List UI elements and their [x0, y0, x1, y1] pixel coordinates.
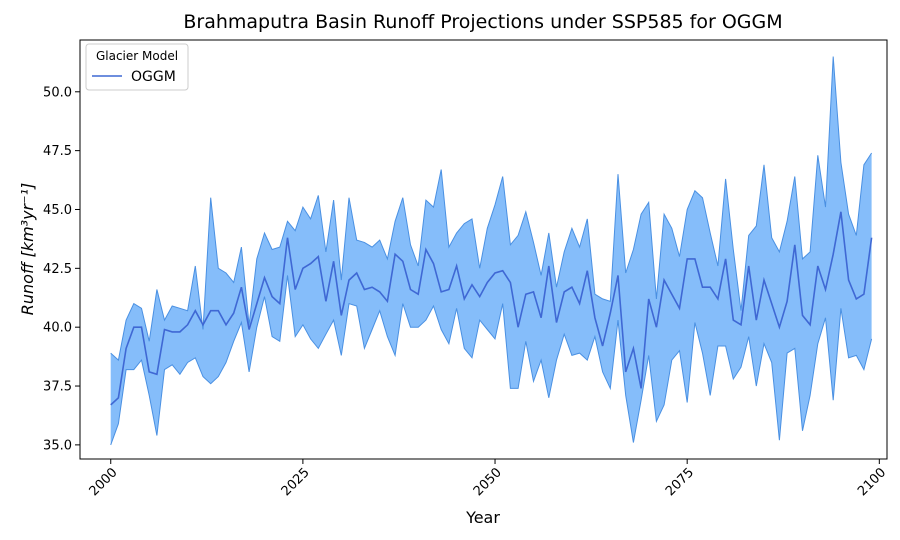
- plot-area: [110, 56, 873, 446]
- y-axis-label: Runoff [km³yr⁻¹]: [18, 183, 37, 315]
- y-tick-label: 47.5: [43, 144, 72, 159]
- plot-frame: [79, 39, 888, 460]
- x-tick-label: 2050: [471, 465, 505, 499]
- band-lower-edge: [110, 275, 873, 446]
- legend-title: Glacier Model: [96, 49, 178, 63]
- y-tick-label: 37.5: [43, 380, 72, 395]
- chart-title: Brahmaputra Basin Runoff Projections und…: [183, 11, 782, 33]
- uncertainty-band: [110, 56, 872, 445]
- band-upper-edge: [110, 56, 873, 362]
- y-tick-label: 42.5: [43, 262, 72, 277]
- x-axis: 2000 2025 2050 2075 2100: [87, 459, 889, 499]
- x-axis-label: Year: [465, 508, 500, 527]
- legend: Glacier Model OGGM: [85, 43, 189, 91]
- y-axis: 35.0 37.5 40.0 42.5 45.0 47.5 50.0: [43, 85, 80, 453]
- legend-label-oggm: OGGM: [131, 69, 176, 85]
- legend-box: [85, 43, 189, 91]
- y-tick-label: 35.0: [43, 438, 72, 453]
- y-tick-label: 45.0: [43, 203, 72, 218]
- x-tick-label: 2025: [279, 465, 313, 499]
- x-tick-label: 2000: [87, 465, 121, 499]
- y-tick-label: 40.0: [43, 321, 72, 336]
- x-tick-label: 2075: [663, 465, 697, 499]
- x-tick-label: 2100: [855, 465, 889, 499]
- y-tick-label: 50.0: [43, 85, 72, 100]
- series-line-oggm: [110, 211, 873, 406]
